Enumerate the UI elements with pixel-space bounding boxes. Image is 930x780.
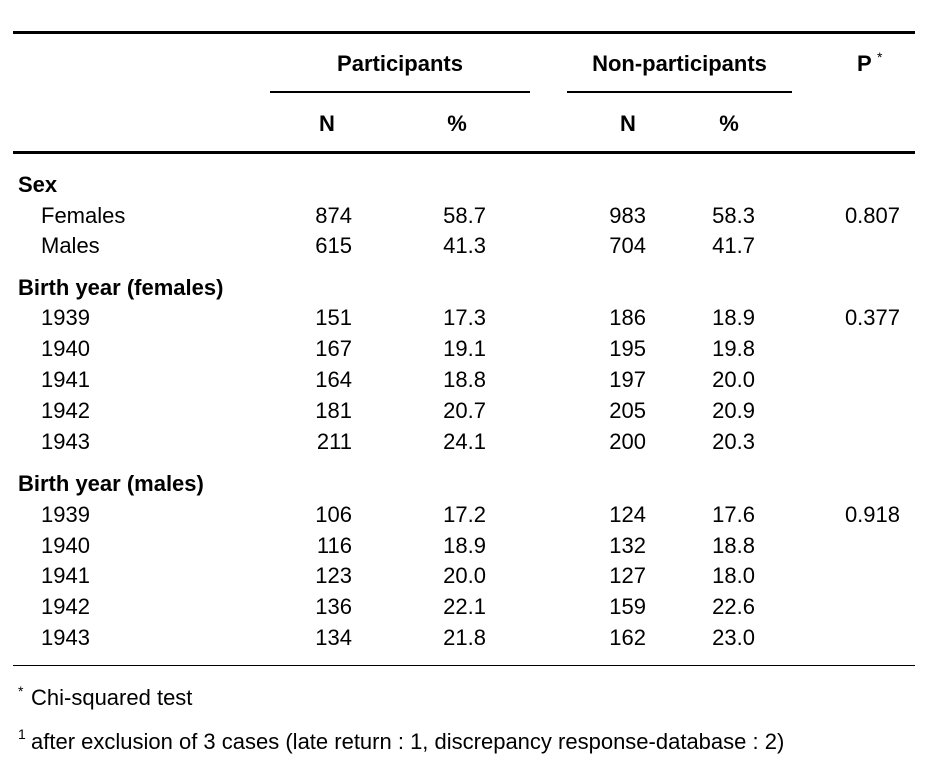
participants-n-cell: 167 <box>315 336 352 361</box>
row-label: 1941 <box>41 367 90 392</box>
p-value-cell: 0.918 <box>844 502 900 527</box>
row-label: 1943 <box>41 429 90 454</box>
participants-n-cell: 134 <box>315 625 352 650</box>
footnote-text: Chi-squared test <box>31 685 193 710</box>
participants-percent-cell: 20.0 <box>443 563 486 588</box>
row-label: 1940 <box>41 336 90 361</box>
participants-percent-cell: 18.8 <box>443 367 486 392</box>
row-label: 1943 <box>41 625 90 650</box>
footnote-marker: 1 <box>18 726 26 742</box>
subheader-nonparticipants-percent: % <box>719 111 739 136</box>
row-label: Females <box>41 203 126 228</box>
section-title-sex: Sex <box>18 172 58 197</box>
participants-n-cell: 116 <box>316 533 352 558</box>
participants-n-cell: 151 <box>315 305 352 330</box>
table-row: 1939 106 17.2 124 17.6 0.918 <box>0 499 930 530</box>
footnote-text: after exclusion of 3 cases (late return … <box>31 729 785 754</box>
nonparticipants-percent-cell: 20.9 <box>712 398 755 423</box>
nonparticipants-n-cell: 205 <box>609 398 646 423</box>
table-row: 1943 134 21.8 162 23.0 <box>0 622 930 653</box>
table-row-females: Females 874 58.7 983 58.3 0.807 <box>0 200 930 231</box>
nonparticipants-n-cell: 704 <box>609 233 646 258</box>
nonparticipants-percent-cell: 18.0 <box>712 563 755 588</box>
header-bottom-rule <box>13 151 915 154</box>
table-row: 1940 167 19.1 195 19.8 <box>0 333 930 364</box>
participants-percent-cell: 58.7 <box>443 203 486 228</box>
nonparticipants-percent-cell: 17.6 <box>712 502 755 527</box>
participants-percent-cell: 21.8 <box>443 625 486 650</box>
table-row: 1942 181 20.7 205 20.9 <box>0 395 930 426</box>
participants-percent-cell: 17.2 <box>443 502 486 527</box>
nonparticipants-n-cell: 132 <box>609 533 646 558</box>
participants-percent-cell: 17.3 <box>443 305 486 330</box>
row-label: 1940 <box>41 533 90 558</box>
nonparticipants-n-cell: 162 <box>609 625 646 650</box>
participants-group-underline <box>270 91 530 93</box>
nonparticipants-percent-cell: 41.7 <box>712 233 755 258</box>
participants-percent-cell: 20.7 <box>443 398 486 423</box>
table-row-males: Males 615 41.3 704 41.7 <box>0 230 930 261</box>
nonparticipants-percent-cell: 23.0 <box>712 625 755 650</box>
table-row: 1942 136 22.1 159 22.6 <box>0 591 930 622</box>
nonparticipants-n-cell: 200 <box>609 429 646 454</box>
p-value-header-marker: * <box>877 49 883 65</box>
table-row: 1943 211 24.1 200 20.3 <box>0 426 930 457</box>
participants-n-cell: 874 <box>315 203 352 228</box>
participants-percent-cell: 24.1 <box>443 429 486 454</box>
nonparticipants-n-cell: 186 <box>609 305 646 330</box>
table-row: 1941 164 18.8 197 20.0 <box>0 364 930 395</box>
nonparticipants-n-cell: 195 <box>609 336 646 361</box>
subheader-participants-percent: % <box>447 111 467 136</box>
row-label: 1941 <box>41 563 90 588</box>
row-label: 1942 <box>41 398 90 423</box>
participants-percent-cell: 22.1 <box>443 594 486 619</box>
row-label: 1939 <box>41 305 90 330</box>
table-row: 1941 123 20.0 127 18.0 <box>0 560 930 591</box>
non-participants-group-header: Non-participants <box>592 51 767 76</box>
nonparticipants-percent-cell: 19.8 <box>712 336 755 361</box>
nonparticipants-percent-cell: 18.8 <box>712 533 755 558</box>
participants-percent-cell: 19.1 <box>443 336 486 361</box>
nonparticipants-n-cell: 124 <box>609 502 646 527</box>
row-label: Males <box>41 233 100 258</box>
nonparticipants-percent-cell: 20.0 <box>712 367 755 392</box>
nonparticipants-percent-cell: 18.9 <box>712 305 755 330</box>
non-participants-group-underline <box>567 91 792 93</box>
participants-n-cell: 164 <box>315 367 352 392</box>
p-value-header: P <box>857 51 872 76</box>
nonparticipants-percent-cell: 20.3 <box>712 429 755 454</box>
participants-n-cell: 181 <box>315 398 352 423</box>
participants-n-cell: 615 <box>315 233 352 258</box>
nonparticipants-percent-cell: 58.3 <box>712 203 755 228</box>
nonparticipants-n-cell: 983 <box>609 203 646 228</box>
participants-n-cell: 106 <box>315 502 352 527</box>
subheader-nonparticipants-n: N <box>620 111 636 136</box>
table-bottom-rule <box>13 665 915 666</box>
participants-percent-cell: 41.3 <box>443 233 486 258</box>
participants-group-header: Participants <box>337 51 463 76</box>
participants-n-cell: 136 <box>315 594 352 619</box>
subheader-participants-n: N <box>319 111 335 136</box>
table-top-rule <box>13 31 915 34</box>
nonparticipants-percent-cell: 22.6 <box>712 594 755 619</box>
row-label: 1942 <box>41 594 90 619</box>
participants-n-cell: 123 <box>315 563 352 588</box>
table-row: 1940 116 18.9 132 18.8 <box>0 530 930 561</box>
participants-n-cell: 211 <box>316 429 352 454</box>
table-row: 1939 151 17.3 186 18.9 0.377 <box>0 302 930 333</box>
p-value-cell: 0.377 <box>844 305 900 330</box>
nonparticipants-n-cell: 197 <box>609 367 646 392</box>
nonparticipants-n-cell: 159 <box>609 594 646 619</box>
section-title-birth-year-females: Birth year (females) <box>18 275 224 300</box>
participants-percent-cell: 18.9 <box>443 533 486 558</box>
section-title-birth-year-males: Birth year (males) <box>18 471 204 496</box>
nonparticipants-n-cell: 127 <box>609 563 646 588</box>
row-label: 1939 <box>41 502 90 527</box>
p-value-cell: 0.807 <box>844 203 900 228</box>
footnote-marker: * <box>18 683 24 699</box>
